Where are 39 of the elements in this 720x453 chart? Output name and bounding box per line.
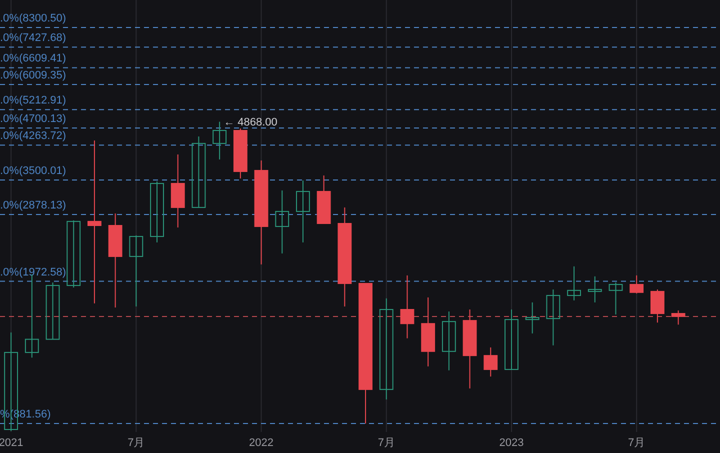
candlestick: [150, 180, 164, 243]
x-tick-label: 7月: [628, 437, 646, 449]
candlestick: [588, 276, 602, 303]
candlestick: [484, 346, 498, 378]
candlestick: [129, 234, 144, 307]
x-tick-label: 2023: [499, 437, 524, 449]
candlestick: [546, 288, 560, 346]
candlestick: [504, 309, 518, 370]
candlestick: [630, 274, 644, 294]
ref-line-label: .0%(5212.91): [0, 94, 66, 107]
x-tick-label: 7月: [378, 437, 395, 449]
candlestick: [671, 310, 686, 326]
candlestick: [379, 298, 394, 400]
ref-line-label: .0%(1972.58): [0, 266, 66, 278]
ref-line-label: .0%(4700.13): [0, 112, 66, 125]
candlestick: [192, 136, 206, 208]
annotation: ← 4868.00: [224, 116, 278, 129]
ref-line-label: .0%(4263.72): [0, 130, 66, 142]
candlestick: [650, 288, 664, 324]
ref-line-label: .0%(3500.01): [0, 165, 66, 177]
x-tick-label: 2022: [249, 437, 274, 449]
candlestick: [525, 302, 540, 334]
candlestick: [442, 311, 456, 371]
candlestick: [296, 180, 310, 243]
candlestick: [66, 220, 81, 288]
x-tick-label: 7月: [128, 437, 145, 449]
ref-line-label: .0%(8300.50): [0, 12, 66, 25]
candlestick: [567, 266, 582, 301]
ref-line-label: .0%(6609.41): [0, 52, 66, 65]
candlestick: [608, 282, 623, 316]
candlestick: [275, 190, 290, 254]
candlestick: [212, 121, 227, 160]
ref-line-label: .0%(2878.13): [0, 200, 66, 212]
candlestick: [170, 154, 185, 228]
candlestick: [46, 282, 60, 340]
candlestick: [87, 140, 102, 304]
ref-line-label: .0%(7427.68): [0, 32, 66, 44]
candlestick: [400, 274, 414, 339]
ref-line-label: .0%(6009.35): [0, 70, 66, 82]
